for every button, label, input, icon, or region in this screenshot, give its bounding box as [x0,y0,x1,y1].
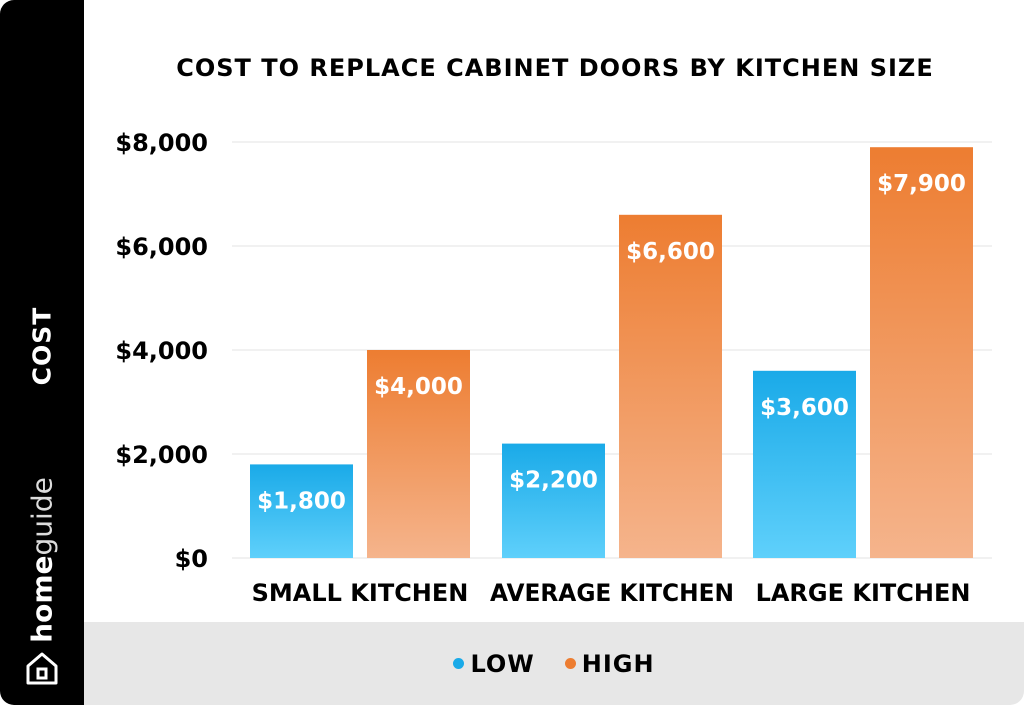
y-tick-label: $0 [175,545,208,573]
x-tick-label: SMALL KITCHEN [252,579,469,607]
legend-swatch-high [564,658,576,669]
legend-band: LOW HIGH [84,622,1024,705]
x-tick-label: AVERAGE KITCHEN [490,579,734,607]
chart-title: COST TO REPLACE CABINET DOORS BY KITCHEN… [176,54,933,82]
bar-high [367,350,470,558]
bar-low [502,443,605,558]
legend: LOW HIGH [84,622,1024,705]
bar-high [870,147,973,558]
sidebar: COST homeguide [0,0,84,705]
legend-label-low: LOW [470,649,535,678]
legend-label-high: HIGH [581,649,655,678]
y-tick-label: $8,000 [115,129,208,157]
house-icon [26,652,58,685]
y-tick-label: $4,000 [115,337,208,365]
x-tick-label: LARGE KITCHEN [756,579,971,607]
legend-swatch-low [453,658,465,669]
data-label-high: $6,600 [626,239,715,265]
bar-low [250,464,353,558]
bar-high [619,214,722,559]
y-tick-label: $2,000 [115,441,208,469]
data-label-low: $3,600 [760,395,849,421]
legend-item-high: HIGH [564,649,655,678]
bar-chart: COST TO REPLACE CABINET DOORS BY KITCHEN… [115,54,992,607]
bar-low [753,370,856,558]
y-tick-label: $6,000 [115,233,208,261]
legend-item-low: LOW [453,650,534,678]
data-label-high: $7,900 [877,171,966,197]
data-label-high: $4,000 [374,374,463,400]
data-label-low: $2,200 [509,468,598,494]
data-label-low: $1,800 [257,488,346,514]
